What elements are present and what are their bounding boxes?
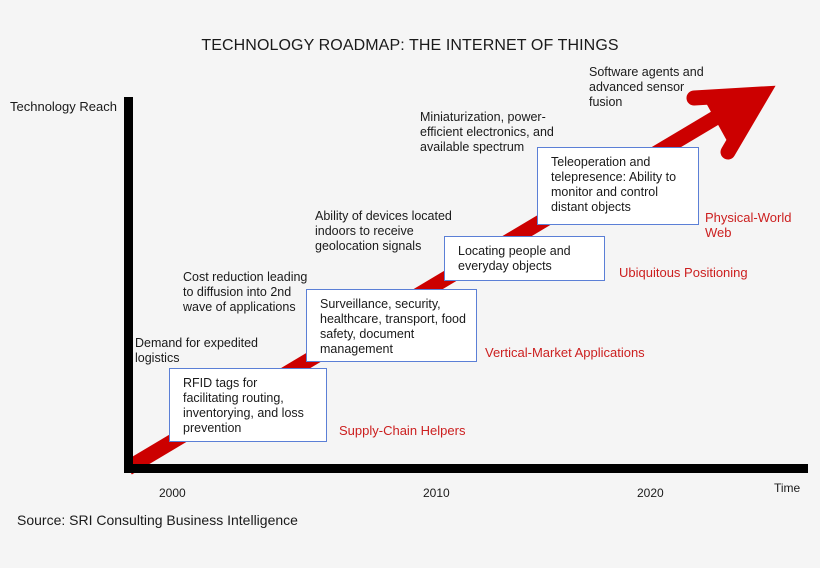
x-tick-2010: 2010 [423, 486, 450, 500]
phase-label-supply-chain: Supply-Chain Helpers [339, 423, 466, 438]
phase-label-physical-world-web: Physical-World Web [705, 210, 792, 240]
application-text: Locating people and everyday objects [458, 244, 571, 273]
driver-text-supply-chain: Demand for expedited logistics [135, 336, 258, 365]
driver-text-physical-world-web: Miniaturization, power-efficient electro… [420, 110, 554, 154]
application-text: Teleoperation and telepresence: Ability … [551, 155, 677, 214]
application-text: Surveillance, security, healthcare, tran… [320, 297, 466, 356]
y-axis-label: Technology Reach [10, 99, 117, 114]
x-axis-label: Time [774, 481, 801, 495]
phase-label-vertical-market: Vertical-Market Applications [485, 345, 645, 360]
x-axis [124, 464, 808, 473]
growth-arrowhead-fill [700, 92, 764, 150]
source-caption: Source: SRI Consulting Business Intellig… [17, 512, 298, 528]
y-axis [124, 97, 133, 473]
x-tick-2000: 2000 [159, 486, 186, 500]
driver-text-software-agents: Software agents and advanced sensor fusi… [589, 65, 704, 109]
application-text: RFID tags for facilitating routing, inve… [183, 376, 304, 435]
application-box-ubiquitous-positioning: Locating people and everyday objects [444, 236, 605, 281]
x-tick-2020: 2020 [637, 486, 664, 500]
application-box-supply-chain: RFID tags for facilitating routing, inve… [169, 368, 327, 442]
chart-title: TECHNOLOGY ROADMAP: THE INTERNET OF THIN… [201, 37, 619, 54]
application-box-vertical-market: Surveillance, security, healthcare, tran… [306, 289, 477, 362]
phase-label-ubiquitous-positioning: Ubiquitous Positioning [619, 265, 748, 280]
driver-text-ubiquitous-positioning: Ability of devices located indoors to re… [315, 209, 452, 253]
driver-text-vertical-market: Cost reduction leading to diffusion into… [183, 270, 308, 314]
application-box-physical-world-web: Teleoperation and telepresence: Ability … [537, 147, 699, 225]
